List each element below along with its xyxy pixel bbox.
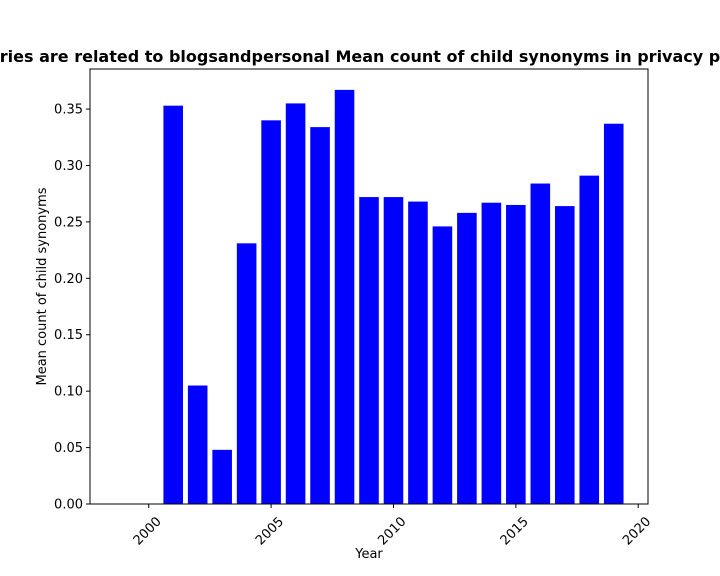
x-tick-label: 2020 xyxy=(620,514,654,548)
y-tick-label: 0.30 xyxy=(54,159,83,174)
y-tick-label: 0.05 xyxy=(54,441,83,456)
y-tick-label: 0.10 xyxy=(54,385,83,400)
bar-2014 xyxy=(481,202,502,505)
x-axis-label: Year xyxy=(354,547,383,562)
plot-frame xyxy=(89,68,649,505)
bar-2019 xyxy=(603,123,624,504)
bar-2016 xyxy=(530,183,551,504)
bar-2009 xyxy=(359,197,379,505)
x-tick-label: 2015 xyxy=(498,514,532,548)
x-tick-label: 2005 xyxy=(253,514,287,548)
bar-2007 xyxy=(310,127,330,504)
bar-2008 xyxy=(334,89,355,504)
bar-2002 xyxy=(187,385,208,504)
bar-2003 xyxy=(212,449,232,504)
y-tick-label: 0.25 xyxy=(54,215,83,230)
bar-2010 xyxy=(383,197,404,505)
bar-2005 xyxy=(261,120,281,505)
bar-2015 xyxy=(506,204,526,504)
chart-title: ries are related to blogsandpersonal Mea… xyxy=(0,47,720,66)
bar-2013 xyxy=(457,212,477,505)
bar-2004 xyxy=(236,243,257,505)
x-tick-label: 2010 xyxy=(375,514,409,548)
bar-2012 xyxy=(432,226,453,504)
y-tick-label: 0.00 xyxy=(54,498,83,513)
bar-2018 xyxy=(579,175,600,504)
y-tick-label: 0.20 xyxy=(54,272,83,287)
bars-group xyxy=(163,89,624,505)
y-tick-label: 0.35 xyxy=(54,103,83,118)
y-axis-label: Mean count of child synonyms xyxy=(35,187,50,385)
bar-2001 xyxy=(163,105,183,504)
x-axis-ticks: 2000 2005 2010 2015 2020 xyxy=(131,504,654,548)
y-tick-label: 0.15 xyxy=(54,328,83,343)
bar-2011 xyxy=(408,201,428,504)
bar-2017 xyxy=(555,206,575,504)
x-tick-label: 2000 xyxy=(131,514,165,548)
bar-2006 xyxy=(285,103,306,504)
y-axis-ticks: 0.00 0.05 0.10 0.15 0.20 0.25 0.30 0.35 xyxy=(54,103,90,513)
